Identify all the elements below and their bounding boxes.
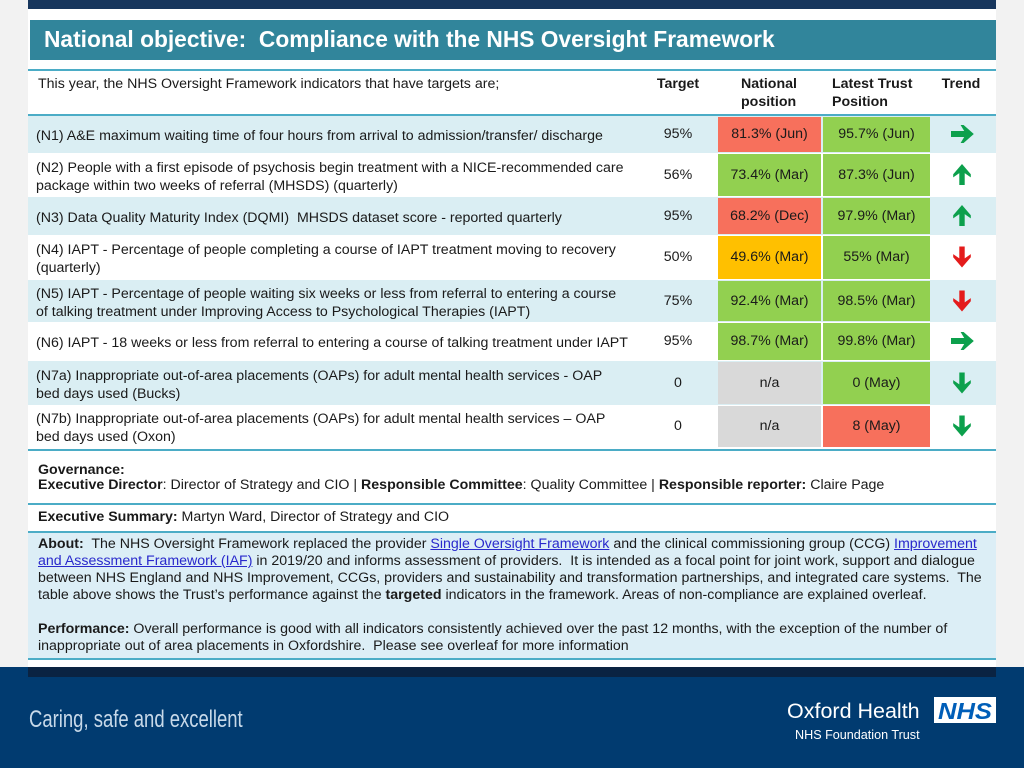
svg-text:NHS: NHS [938, 698, 992, 723]
